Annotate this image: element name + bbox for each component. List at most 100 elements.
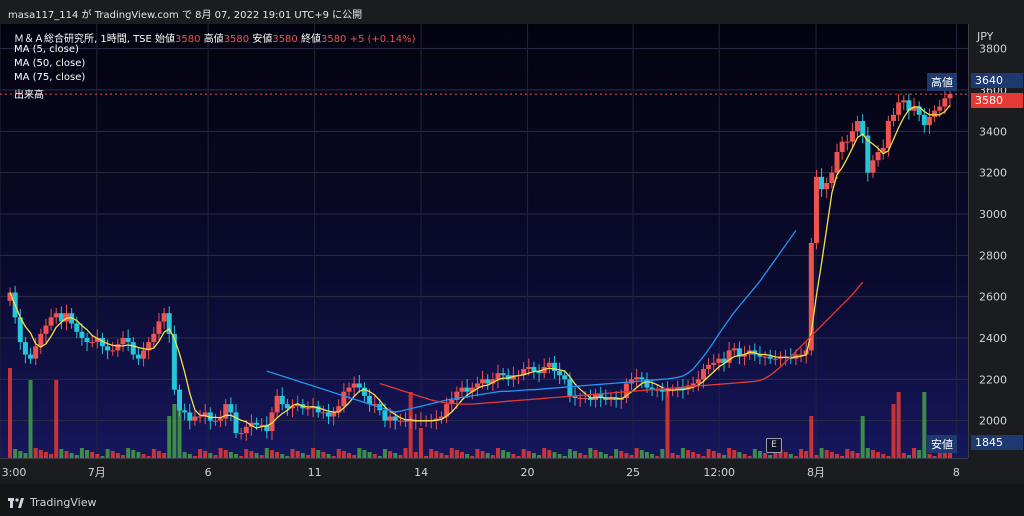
volume-bar (228, 452, 233, 458)
time-tick-label: 11 (308, 466, 322, 479)
candle-body (408, 420, 414, 422)
candle-body (685, 385, 691, 390)
candle-body (218, 418, 224, 421)
price-tick-label: 3000 (979, 208, 1007, 221)
candle-body (264, 424, 270, 431)
tradingview-logo[interactable]: TradingView (8, 496, 96, 509)
volume-bar (793, 456, 798, 458)
candle-body (325, 412, 331, 417)
volume-bar (537, 455, 542, 458)
volume-bar (377, 456, 382, 458)
volume-bar (413, 452, 418, 458)
low-value: 3580 (272, 34, 298, 45)
time-tick-label: 20 (521, 466, 535, 479)
candle-body (587, 397, 593, 400)
volume-bar (531, 453, 536, 458)
volume-bar (614, 449, 619, 458)
candle-body (911, 106, 917, 111)
chart-pane[interactable]: Ｍ＆Ａ総合研究所, 1時間, TSE 始値3580 高値3580 安値3580 … (0, 24, 968, 458)
volume-bar (141, 454, 146, 458)
time-axis[interactable]: 3:00 7月 6 11 14 20 25 12:00 8月 8 (0, 458, 968, 485)
candle-body (156, 321, 162, 334)
price-axis[interactable]: 3800 3600 3400 3200 3000 2800 2600 2400 2200 2000… (927, 24, 1024, 458)
candle-body (505, 375, 511, 380)
volume-bar (634, 448, 639, 458)
volume-bar (547, 450, 552, 458)
volume-bar (254, 453, 259, 458)
volume-bar (8, 368, 12, 458)
candle-body (202, 412, 208, 417)
price-tick-label: 3800 (979, 43, 1007, 56)
volume-bar (716, 453, 721, 458)
volume-bar (115, 453, 120, 458)
candle-body (295, 404, 301, 407)
volume-bar (691, 452, 696, 458)
volume-bar (79, 448, 84, 458)
candle-body (469, 387, 475, 392)
candle-body (932, 110, 938, 117)
candle-body (654, 389, 660, 391)
volume-bar (881, 454, 886, 458)
legend-ma50[interactable]: MA (50, close) (14, 58, 86, 69)
volume-bar (295, 451, 300, 458)
volume-bar (783, 452, 788, 458)
volume-bar (660, 449, 665, 458)
volume-bar (501, 450, 506, 458)
volume-bar (367, 452, 372, 458)
volume-bar (906, 455, 911, 458)
earnings-badge[interactable]: E (766, 438, 782, 453)
volume-bar (696, 454, 701, 458)
candle-body (449, 400, 455, 405)
candle-body (110, 350, 116, 352)
candle-body (536, 371, 542, 374)
candle-body (444, 404, 450, 417)
candle-body (212, 420, 218, 422)
volume-bar (223, 450, 228, 458)
volume-bar (347, 453, 352, 458)
candle-body (367, 395, 373, 405)
legend-ma75[interactable]: MA (75, close) (14, 72, 86, 83)
volume-bar (809, 416, 814, 458)
candle-body (197, 416, 203, 418)
volume-bar (28, 380, 33, 458)
candle-body (598, 393, 604, 398)
volume-bar (208, 453, 213, 458)
volume-bar (43, 452, 48, 458)
candle-body (187, 412, 193, 421)
candle-body (726, 350, 732, 363)
volume-bar (917, 450, 922, 458)
candle-body (562, 375, 568, 380)
candle-body (675, 387, 681, 390)
candle-body (89, 342, 95, 344)
volume-bar (778, 450, 783, 458)
volume-bar (54, 380, 59, 458)
candle-body (572, 395, 578, 398)
candle-body (757, 354, 763, 357)
volume-bar (593, 450, 598, 458)
volume-bar (398, 455, 403, 458)
volume-bar (814, 455, 819, 458)
volume-bar (136, 452, 141, 458)
candle-body (346, 387, 352, 392)
volume-bar (578, 453, 583, 458)
candle-body (84, 338, 90, 343)
volume-bar (752, 449, 757, 458)
candle-body (166, 313, 172, 334)
legend-volume[interactable]: 出来高 (14, 90, 44, 101)
change-value: +5 (+0.14%) (349, 34, 416, 45)
high-value: 3580 (223, 34, 250, 45)
volume-bar (341, 451, 346, 458)
volume-bar (203, 451, 208, 458)
volume-bar (33, 448, 38, 458)
volume-bar (352, 455, 357, 458)
legend-ma5[interactable]: MA (5, close) (14, 44, 79, 55)
volume-bar (763, 453, 768, 458)
candle-body (284, 404, 290, 409)
volume-bar (162, 453, 167, 458)
volume-bar (557, 454, 562, 458)
candle-body (151, 333, 157, 343)
candle-body (387, 416, 393, 421)
time-tick-label: 3:00 (2, 466, 27, 479)
volume-bar (922, 392, 927, 458)
candle-body (433, 418, 439, 421)
